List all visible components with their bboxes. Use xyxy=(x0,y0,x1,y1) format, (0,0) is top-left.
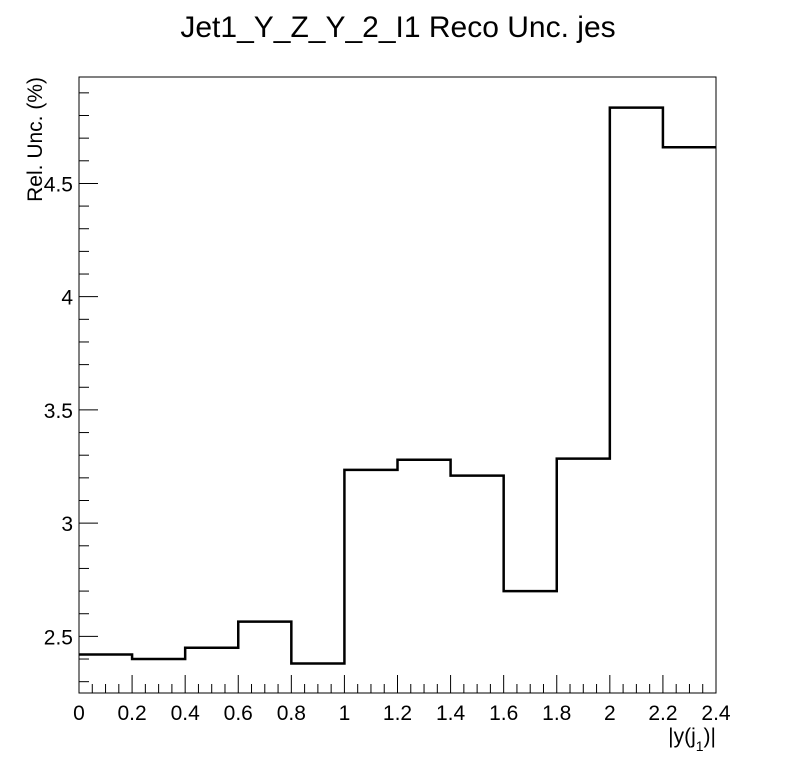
x-tick-label: 1.8 xyxy=(542,702,571,725)
x-tick-label: 2 xyxy=(604,702,616,725)
y-tick-label: 4.5 xyxy=(44,173,73,196)
x-tick-label: 2.2 xyxy=(648,702,677,725)
x-axis-label: |y(j1)| xyxy=(668,725,716,754)
x-tick-label: 0.8 xyxy=(277,702,306,725)
y-axis-label: Rel. Unc. (%) xyxy=(24,77,47,202)
x-tick-label: 1.2 xyxy=(383,702,412,725)
y-tick-label: 3.5 xyxy=(44,400,73,423)
chart-title: Jet1_Y_Z_Y_2_I1 Reco Unc. jes xyxy=(180,11,615,44)
y-tick-label: 3 xyxy=(61,513,73,536)
y-tick-label: 2.5 xyxy=(44,626,73,649)
x-tick-label: 0.4 xyxy=(171,702,201,725)
y-tick-label: 4 xyxy=(61,287,73,310)
y-tick-labels: 2.5 3 3.5 4 4.5 xyxy=(44,173,74,649)
x-tick-label: 1 xyxy=(339,702,351,725)
x-tick-label: 1.4 xyxy=(436,702,466,725)
x-axis-label-main: |y(j xyxy=(668,725,696,748)
x-tick-label: 0.6 xyxy=(224,702,253,725)
x-tick-label: 0.2 xyxy=(117,702,146,725)
axis-ticks xyxy=(78,92,717,693)
x-tick-labels: 0 0.2 0.4 0.6 0.8 1 1.2 1.4 1.6 1.8 2 2.2 2.4 xyxy=(73,702,731,725)
histogram-line xyxy=(79,106,716,665)
x-tick-label: 0 xyxy=(73,702,85,725)
x-tick-label: 1.6 xyxy=(489,702,518,725)
x-axis-label-end: )| xyxy=(704,725,716,748)
x-axis-label-subscript: 1 xyxy=(696,738,704,754)
x-tick-label: 2.4 xyxy=(701,702,731,725)
